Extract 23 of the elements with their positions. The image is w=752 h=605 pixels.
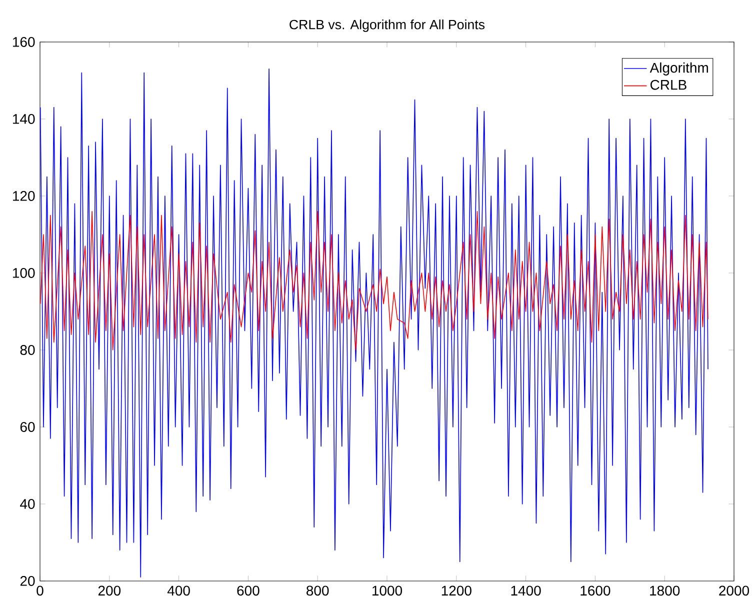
x-tick-label: 1600 bbox=[580, 586, 610, 596]
y-tick-label: 120 bbox=[13, 191, 35, 201]
y-tick-label: 140 bbox=[13, 114, 35, 124]
x-tick-label: 1000 bbox=[372, 586, 402, 596]
x-tick-label: 200 bbox=[98, 586, 121, 596]
y-tick-label: 100 bbox=[13, 268, 35, 278]
x-tick-label: 400 bbox=[167, 586, 190, 596]
y-tick-label: 40 bbox=[20, 499, 35, 509]
legend-label: CRLB bbox=[650, 80, 686, 90]
y-tick-label: 160 bbox=[13, 37, 35, 47]
x-tick-label: 800 bbox=[306, 586, 329, 596]
y-tick-label: 20 bbox=[20, 576, 35, 586]
chart-title: CRLB vs. Algorithm for All Points bbox=[290, 20, 485, 32]
x-tick-label: 1200 bbox=[442, 586, 472, 596]
x-tick-label: 1800 bbox=[650, 586, 680, 596]
line-series bbox=[40, 210, 708, 350]
x-tick-label: 1400 bbox=[511, 586, 541, 596]
y-tick-label: 60 bbox=[20, 422, 35, 432]
legend-label: Algorithm bbox=[650, 62, 708, 76]
x-tick-label: 0 bbox=[36, 586, 44, 596]
x-tick-label: 600 bbox=[237, 586, 260, 596]
x-tick-label: 2000 bbox=[719, 586, 750, 596]
y-tick-label: 80 bbox=[20, 345, 35, 355]
